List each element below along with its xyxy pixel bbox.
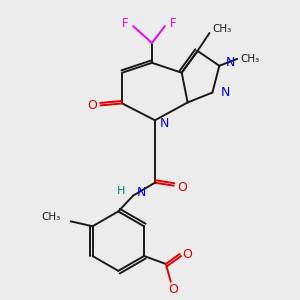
Text: N: N <box>160 117 169 130</box>
Text: N: N <box>225 56 235 69</box>
Text: O: O <box>183 248 193 260</box>
Text: CH₃: CH₃ <box>42 212 61 222</box>
Text: O: O <box>88 99 98 112</box>
Text: O: O <box>168 283 178 296</box>
Text: N: N <box>220 86 230 99</box>
Text: F: F <box>170 17 176 30</box>
Text: O: O <box>177 181 187 194</box>
Text: F: F <box>122 17 128 30</box>
Text: N: N <box>137 186 146 199</box>
Text: CH₃: CH₃ <box>212 24 232 34</box>
Text: CH₃: CH₃ <box>240 54 260 64</box>
Text: H: H <box>117 186 125 196</box>
